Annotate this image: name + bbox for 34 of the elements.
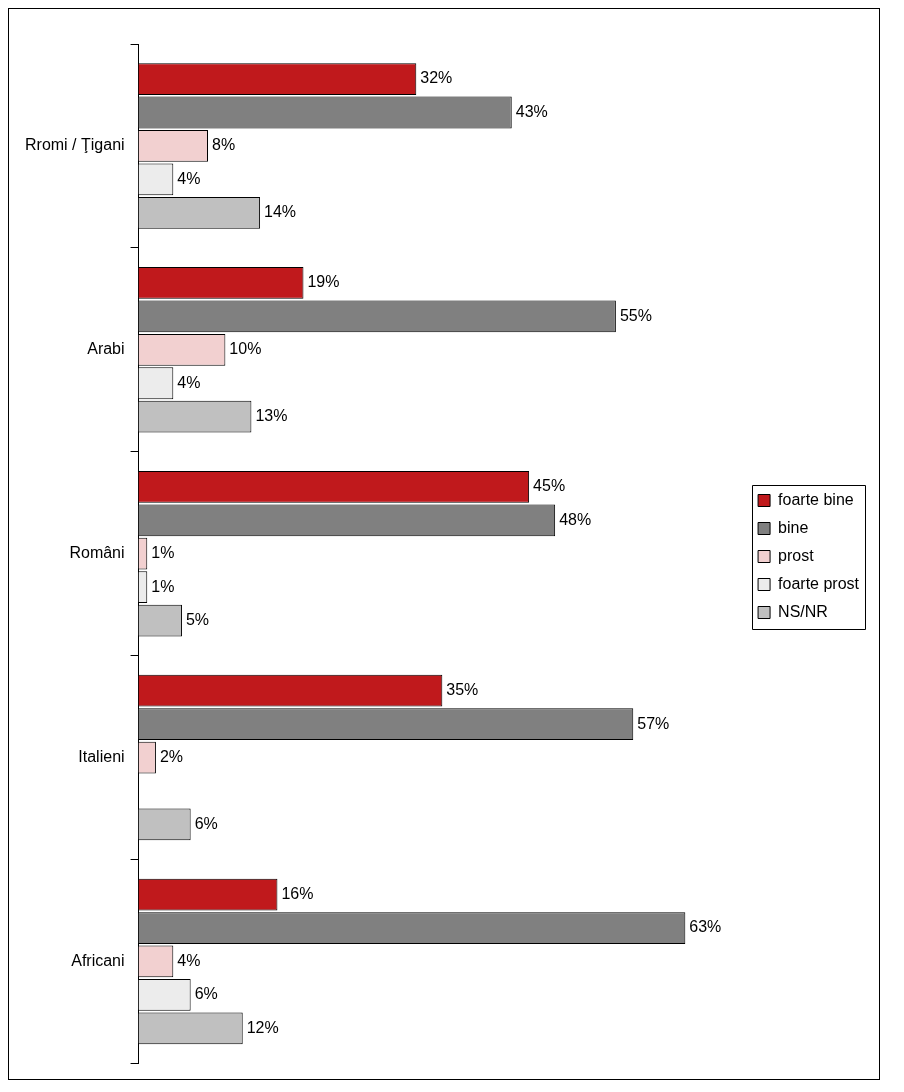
data-label: 43% [515,102,548,120]
y-tick-label: Italieni [78,747,125,765]
data-label: 10% [229,340,262,358]
data-label: 19% [307,273,340,291]
data-label: 5% [185,610,210,628]
legend-label: bine [778,518,809,536]
data-label: 2% [159,747,184,765]
data-label: 1% [151,577,175,595]
data-label: 13% [255,407,288,425]
legend-label: prost [778,546,815,564]
data-label: 4% [177,951,201,969]
data-label: 32% [420,69,453,87]
data-label: 1% [151,544,175,562]
data-label: 35% [446,681,479,699]
y-tick-label: Rromi / Ţigani [25,136,125,154]
legend-label: NS/NR [778,602,828,620]
data-label: 8% [212,136,236,154]
data-label: 6% [194,814,218,832]
legend-label: foarte bine [778,490,854,508]
data-label: 57% [637,714,670,732]
data-label: 6% [194,985,218,1003]
data-label: 4% [177,169,201,187]
data-label: 16% [281,884,314,902]
data-label: 63% [689,918,722,936]
y-tick-label: Români [69,544,125,562]
y-tick-label: Africani [71,951,125,969]
data-label: 55% [619,306,652,324]
legend-label: foarte prost [778,574,860,592]
data-label: 12% [246,1018,279,1036]
y-tick-label: Arabi [87,340,125,358]
data-label: 14% [264,203,297,221]
data-label: 4% [177,373,201,391]
data-label: 45% [533,477,566,495]
data-label: 48% [559,510,592,528]
